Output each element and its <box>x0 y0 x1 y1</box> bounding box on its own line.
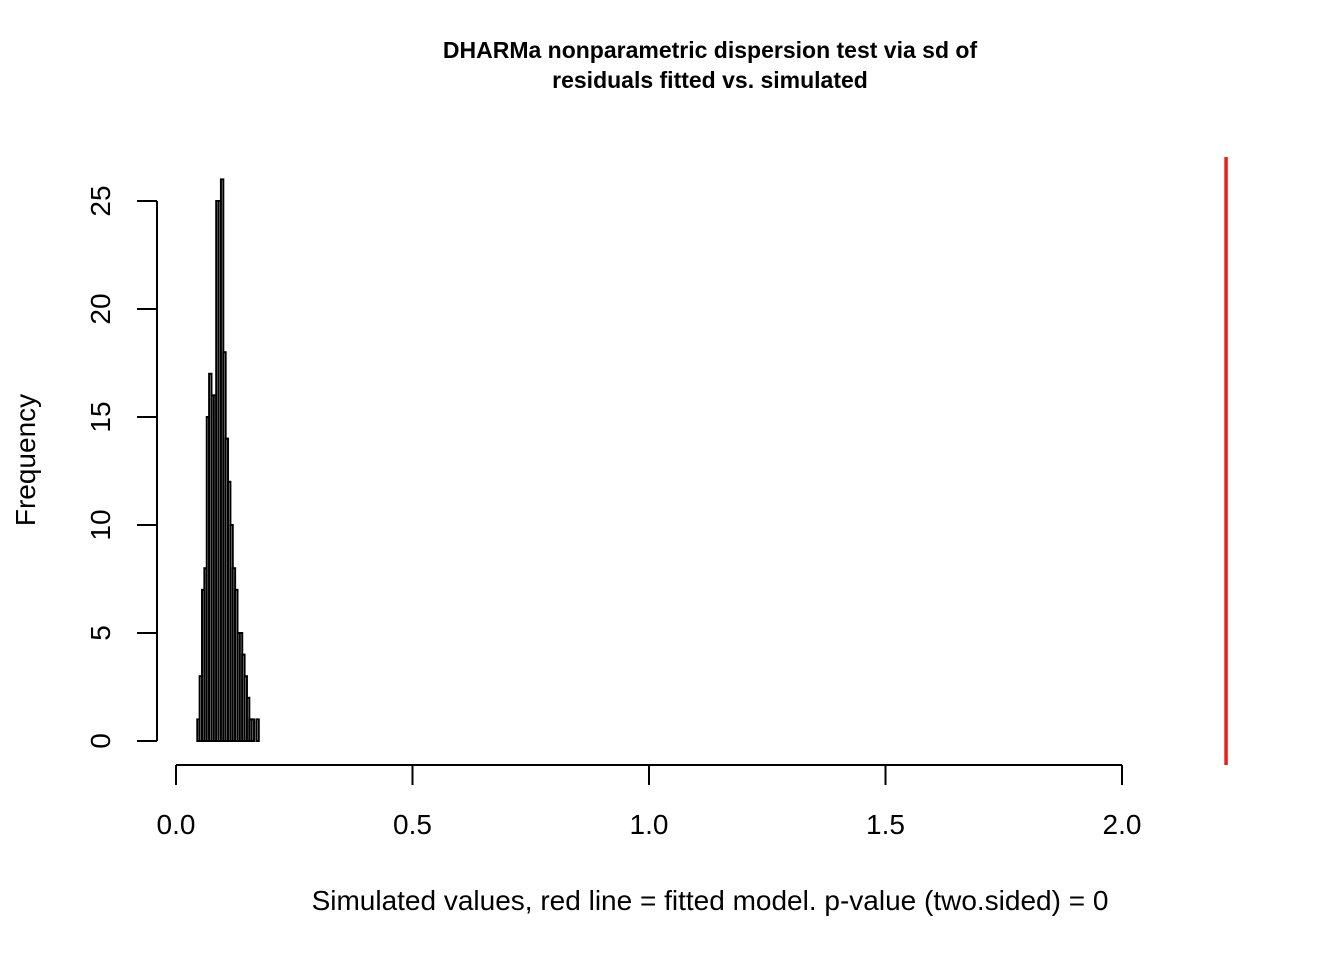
chart-title-line-1: DHARMa nonparametric dispersion test via… <box>443 37 978 63</box>
y-axis: 0 5 10 15 20 25 <box>85 185 158 749</box>
x-axis: 0.0 0.5 1.0 1.5 2.0 <box>157 764 1142 840</box>
x-tick-label: 1.0 <box>630 809 669 840</box>
y-tick-label: 0 <box>85 733 116 749</box>
x-tick-label: 0.5 <box>393 809 432 840</box>
y-tick-label: 25 <box>85 185 116 216</box>
x-tick-label: 0.0 <box>157 809 196 840</box>
y-axis-label: Frequency <box>10 394 41 526</box>
x-tick-label: 2.0 <box>1103 809 1142 840</box>
chart-title-line-2: residuals fitted vs. simulated <box>552 67 868 93</box>
y-tick-label: 15 <box>85 401 116 432</box>
y-tick-label: 20 <box>85 293 116 324</box>
histogram-bar <box>250 718 256 743</box>
histogram-bar <box>255 718 260 743</box>
x-axis-label: Simulated values, red line = fitted mode… <box>312 885 1109 916</box>
y-tick-label: 10 <box>85 509 116 540</box>
histogram-bars <box>196 178 260 743</box>
x-tick-label: 1.5 <box>866 809 905 840</box>
y-tick-label: 5 <box>85 625 116 641</box>
